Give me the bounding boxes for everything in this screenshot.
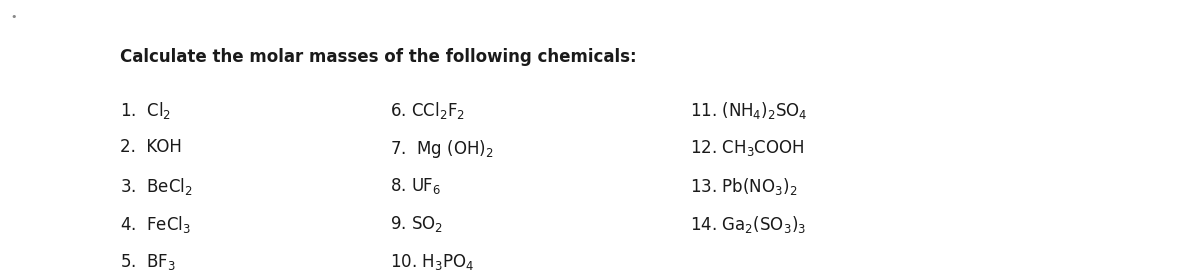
Text: 10. H$_3$PO$_4$: 10. H$_3$PO$_4$ — [390, 252, 474, 272]
Text: 5.  BF$_3$: 5. BF$_3$ — [120, 252, 176, 272]
Text: 3.  BeCl$_2$: 3. BeCl$_2$ — [120, 176, 193, 197]
Text: •: • — [10, 12, 17, 22]
Text: Calculate the molar masses of the following chemicals:: Calculate the molar masses of the follow… — [120, 48, 637, 66]
Text: 9. SO$_2$: 9. SO$_2$ — [390, 214, 443, 234]
Text: 8. UF$_6$: 8. UF$_6$ — [390, 176, 442, 196]
Text: 13. Pb(NO$_3$)$_2$: 13. Pb(NO$_3$)$_2$ — [690, 176, 797, 197]
Text: 11. (NH$_4$)$_2$SO$_4$: 11. (NH$_4$)$_2$SO$_4$ — [690, 100, 808, 121]
Text: 4.  FeCl$_3$: 4. FeCl$_3$ — [120, 214, 191, 235]
Text: 7.  Mg (OH)$_2$: 7. Mg (OH)$_2$ — [390, 138, 493, 160]
Text: 6. CCl$_2$F$_2$: 6. CCl$_2$F$_2$ — [390, 100, 466, 121]
Text: 12. CH$_3$COOH: 12. CH$_3$COOH — [690, 138, 804, 158]
Text: 2.  KOH: 2. KOH — [120, 138, 182, 156]
Text: 1.  Cl$_2$: 1. Cl$_2$ — [120, 100, 172, 121]
Text: 14. Ga$_2$(SO$_3$)$_3$: 14. Ga$_2$(SO$_3$)$_3$ — [690, 214, 806, 235]
